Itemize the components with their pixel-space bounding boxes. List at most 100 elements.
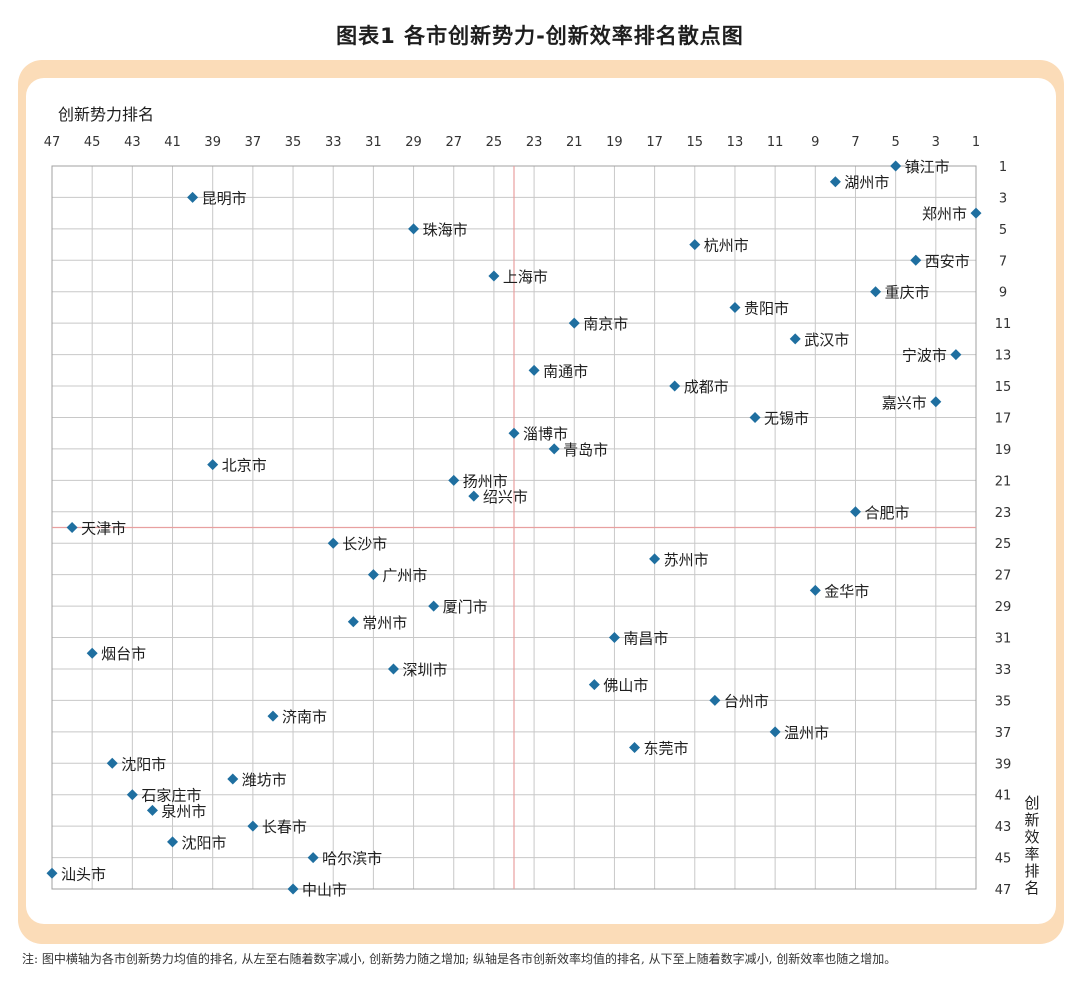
point-marker: [327, 537, 339, 549]
point-marker: [468, 490, 480, 502]
x-tick-label: 17: [646, 135, 663, 150]
point-marker: [950, 349, 962, 361]
point-marker: [46, 867, 58, 879]
point-label: 温州市: [784, 724, 829, 742]
point-marker: [789, 333, 801, 345]
y-tick-label: 35: [995, 694, 1012, 709]
point-marker: [849, 506, 861, 518]
data-point: 佛山市: [588, 677, 648, 695]
data-point: 镇江市: [890, 158, 950, 176]
point-label: 汕头市: [61, 865, 106, 883]
y-axis-label: 创新效率排名: [1024, 794, 1039, 897]
data-point: 汕头市: [46, 865, 106, 883]
data-point: 温州市: [769, 724, 829, 742]
point-marker: [629, 742, 641, 754]
point-marker: [187, 191, 199, 203]
data-point: 常州市: [347, 614, 407, 632]
y-tick-label: 3: [999, 191, 1007, 206]
y-tick-label: 37: [995, 726, 1012, 741]
point-marker: [910, 254, 922, 266]
y-axis-label-char: 名: [1024, 879, 1039, 897]
point-label: 西安市: [925, 252, 970, 270]
point-label: 常州市: [362, 614, 407, 632]
point-label: 上海市: [503, 268, 548, 286]
x-tick-label: 35: [285, 135, 302, 150]
point-marker: [207, 459, 219, 471]
x-tick-label: 19: [606, 135, 623, 150]
point-label: 合肥市: [864, 504, 909, 522]
data-point: 深圳市: [387, 661, 447, 679]
point-label: 杭州市: [704, 237, 749, 255]
data-point: 北京市: [207, 457, 267, 475]
point-label: 厦门市: [443, 598, 488, 616]
point-label: 昆明市: [202, 189, 247, 207]
y-tick-label: 1: [999, 160, 1007, 175]
point-marker: [829, 176, 841, 188]
x-tick-label: 29: [405, 135, 422, 150]
y-tick-label: 15: [995, 380, 1012, 395]
x-tick-label: 23: [526, 135, 543, 150]
point-label: 贵阳市: [744, 299, 789, 317]
point-marker: [528, 364, 540, 376]
point-marker: [408, 223, 420, 235]
data-point: 哈尔滨市: [307, 850, 382, 868]
point-marker: [970, 207, 982, 219]
data-point: 昆明市: [187, 189, 247, 207]
point-label: 济南市: [282, 708, 327, 726]
data-point: 苏州市: [649, 551, 709, 569]
point-marker: [448, 474, 460, 486]
point-marker: [267, 710, 279, 722]
point-marker: [387, 663, 399, 675]
x-tick-label: 11: [767, 135, 784, 150]
point-label: 佛山市: [603, 677, 648, 695]
data-point: 厦门市: [428, 598, 488, 616]
x-tick-labels: 47 45 43 41 39 37 35 33 31 29 27 25 23 21 19 17 15 13 11 9 7…: [44, 135, 980, 150]
data-point: 济南市: [267, 708, 327, 726]
x-tick-label: 9: [811, 135, 819, 150]
x-tick-label: 45: [84, 135, 101, 150]
x-tick-label: 5: [892, 135, 900, 150]
y-tick-label: 19: [995, 443, 1012, 458]
point-marker: [749, 411, 761, 423]
y-tick-label: 41: [995, 789, 1012, 804]
point-marker: [66, 522, 78, 533]
data-point: 泉州市: [146, 802, 206, 820]
x-tick-label: 37: [245, 135, 262, 150]
point-label: 无锡市: [764, 409, 809, 427]
point-label: 石家庄市: [141, 787, 201, 805]
point-label: 广州市: [382, 567, 427, 585]
x-tick-label: 39: [204, 135, 221, 150]
data-point: 湖州市: [829, 174, 889, 192]
point-label: 淄博市: [523, 425, 568, 443]
point-label: 东莞市: [644, 740, 689, 758]
data-point: 沈阳市: [167, 834, 227, 852]
x-tick-label: 41: [164, 135, 181, 150]
data-point: 东莞市: [629, 740, 689, 758]
point-marker: [227, 773, 239, 785]
point-marker: [930, 396, 942, 408]
point-label: 武汉市: [804, 331, 849, 349]
x-tick-label: 27: [445, 135, 462, 150]
data-point: 珠海市: [408, 221, 468, 239]
point-marker: [86, 647, 98, 659]
y-tick-label: 47: [995, 883, 1012, 898]
point-label: 沈阳市: [121, 755, 166, 773]
y-axis-label-char: 创: [1024, 794, 1039, 812]
point-marker: [488, 270, 500, 282]
point-label: 南京市: [583, 315, 628, 333]
point-label: 烟台市: [101, 645, 146, 663]
point-marker: [709, 694, 721, 706]
y-axis-label-char: 率: [1024, 845, 1039, 863]
point-label: 长春市: [262, 818, 307, 836]
point-label: 青岛市: [563, 441, 608, 459]
x-tick-label: 1: [972, 135, 980, 150]
data-point: 沈阳市: [106, 755, 166, 773]
point-marker: [508, 427, 520, 439]
x-tick-label: 13: [727, 135, 744, 150]
point-label: 天津市: [81, 520, 126, 538]
point-marker: [669, 380, 681, 392]
point-label: 金华市: [824, 582, 869, 600]
data-point: 南京市: [568, 315, 628, 333]
y-axis-label-char: 排: [1024, 862, 1039, 880]
